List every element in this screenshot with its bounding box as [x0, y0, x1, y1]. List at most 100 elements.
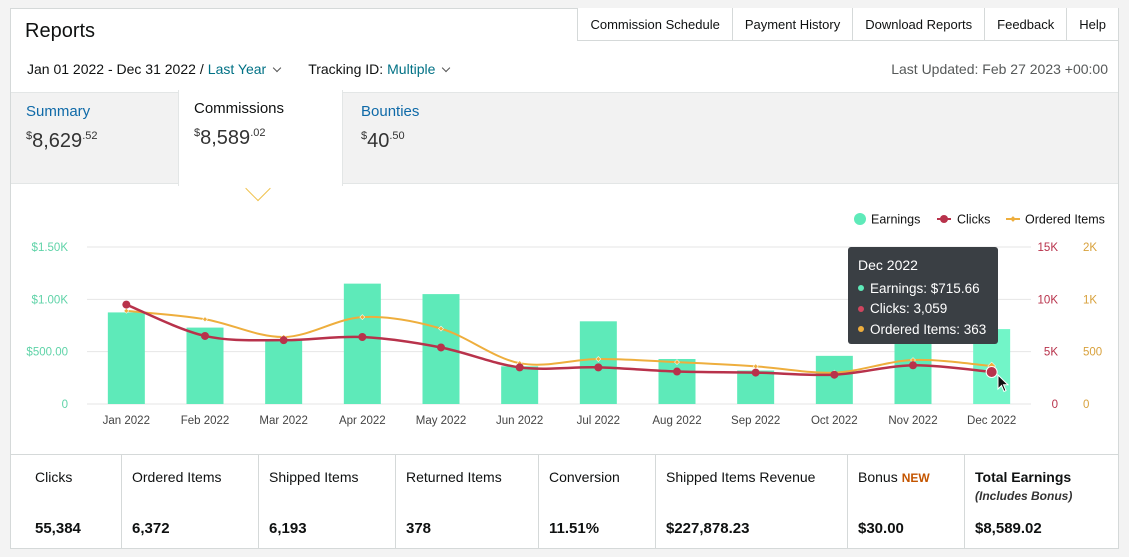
- tracking-id-dropdown[interactable]: Multiple: [387, 61, 436, 77]
- x-axis-tick: Nov 2022: [888, 415, 937, 427]
- left-axis-tick: $1.00K: [32, 294, 69, 306]
- chevron-down-icon[interactable]: [272, 63, 282, 72]
- tab-summary[interactable]: Summary $8,629.52: [11, 93, 178, 185]
- ordered-items-point: [359, 314, 366, 320]
- stat-shipped-revenue: Shipped Items Revenue $227,878.23: [656, 455, 848, 548]
- clicks-point: [122, 300, 131, 309]
- clicks-axis-tick: 0: [1052, 399, 1058, 411]
- ordered-items-legend-icon: [1010, 216, 1016, 222]
- stat-label: Shipped Items Revenue: [666, 469, 816, 485]
- earnings-bar: [579, 321, 617, 404]
- tracking-label: Tracking ID:: [308, 61, 384, 77]
- x-axis-tick: Apr 2022: [339, 415, 386, 427]
- clicks-point: [437, 343, 445, 352]
- earnings-bar: [343, 283, 381, 404]
- clicks-point: [673, 367, 681, 376]
- legend-clicks-label: Clicks: [957, 213, 990, 227]
- tooltip-row-ordered: Ordered Items: 363: [858, 319, 988, 340]
- stat-value: 378: [406, 520, 432, 537]
- tab-bounties[interactable]: Bounties $40.50: [346, 93, 506, 185]
- stat-label: Total Earnings: [975, 469, 1072, 485]
- earnings-bar: [658, 358, 696, 404]
- ordered-items-point: [674, 359, 680, 365]
- x-axis-tick: May 2022: [416, 415, 467, 427]
- tab-summary-amount: $8,629.52: [26, 130, 98, 152]
- x-axis-tick: Dec 2022: [967, 415, 1016, 427]
- tab-commissions[interactable]: Commissions $8,589.02: [178, 90, 343, 186]
- stat-value: 6,372: [132, 520, 170, 537]
- clicks-line: [125, 303, 992, 377]
- clicks-legend-icon: [940, 215, 948, 223]
- payment-history-button[interactable]: Payment History: [732, 8, 854, 41]
- x-axis-tick: Aug 2022: [652, 415, 701, 427]
- left-axis-tick: $500.00: [26, 347, 68, 359]
- earnings-bar: [894, 339, 932, 404]
- ordered-axis-tick: 0: [1083, 399, 1089, 411]
- earnings-dot-icon: [858, 285, 864, 292]
- stat-clicks: Clicks 55,384: [11, 455, 122, 548]
- clicks-point: [751, 368, 760, 377]
- clicks-axis-tick: 10K: [1038, 294, 1059, 306]
- stat-value: $8,589.02: [975, 520, 1042, 537]
- x-axis-tick: Jul 2022: [577, 415, 620, 427]
- legend-earnings-label: Earnings: [871, 213, 920, 227]
- stats-bar: Clicks 55,384 Ordered Items 6,372 Shippe…: [11, 454, 1118, 548]
- stat-value: 6,193: [269, 520, 307, 537]
- chevron-down-icon[interactable]: [442, 63, 451, 72]
- tab-commissions-label: Commissions: [194, 100, 285, 117]
- ordered-dot-icon: [858, 326, 864, 333]
- x-axis-tick: Sep 2022: [731, 415, 780, 427]
- commission-schedule-button[interactable]: Commission Schedule: [577, 8, 733, 41]
- x-axis-tick: Mar 2022: [259, 415, 308, 427]
- x-axis-tick: Jun 2022: [496, 415, 543, 427]
- clicks-point: [909, 361, 917, 370]
- ordered-axis-tick: 500: [1083, 347, 1102, 359]
- legend-ordered-items-label: Ordered Items: [1025, 213, 1105, 227]
- tooltip-row-earnings: Earnings: $715.66: [858, 278, 988, 299]
- stat-total-earnings: Total Earnings (Includes Bonus) $8,589.0…: [965, 455, 1118, 548]
- stat-label: Bonus NEW: [858, 469, 930, 485]
- clicks-point: [830, 370, 839, 379]
- tab-summary-label: Summary: [26, 103, 91, 120]
- summary-band: Summary $8,629.52 Commissions $8,589.02 …: [11, 90, 1118, 186]
- stat-label: Ordered Items: [132, 469, 222, 485]
- stat-conversion: Conversion 11.51%: [539, 455, 656, 548]
- stat-label: Clicks: [35, 469, 73, 485]
- ordered-items-point: [752, 363, 759, 370]
- feedback-button[interactable]: Feedback: [985, 8, 1068, 41]
- date-preset-dropdown[interactable]: Last Year: [207, 61, 267, 77]
- ordered-items-point: [595, 356, 602, 362]
- stat-value: $227,878.23: [666, 520, 750, 537]
- earnings-bar: [186, 327, 224, 404]
- stat-label: Returned Items: [406, 469, 502, 485]
- date-range: Jan 01 2022 - Dec 31 2022: [27, 61, 196, 77]
- stat-returned-items: Returned Items 378: [396, 455, 539, 548]
- tab-bounties-amount: $40.50: [361, 130, 405, 152]
- left-axis-tick: $1.50K: [32, 242, 69, 254]
- x-axis-tick: Jan 2022: [103, 415, 150, 427]
- ordered-items-point: [202, 316, 208, 323]
- tooltip-row-clicks: Clicks: 3,059: [858, 299, 988, 320]
- stat-value: $30.00: [858, 520, 904, 537]
- tab-commissions-amount: $8,589.02: [194, 127, 266, 149]
- stat-label: Shipped Items: [269, 469, 359, 485]
- earnings-bar: [107, 312, 145, 404]
- stat-bonus: Bonus NEW $30.00: [848, 455, 965, 548]
- stat-ordered-items: Ordered Items 6,372: [122, 455, 259, 548]
- x-axis-tick: Feb 2022: [181, 415, 230, 427]
- ordered-items-point: [438, 325, 444, 332]
- download-reports-button[interactable]: Download Reports: [853, 8, 986, 41]
- ordered-items-point: [123, 308, 130, 314]
- clicks-point: [515, 363, 524, 372]
- stat-shipped-items: Shipped Items 6,193: [259, 455, 396, 548]
- left-axis-tick: 0: [62, 399, 68, 411]
- tab-bounties-label: Bounties: [361, 103, 420, 120]
- clicks-point: [358, 333, 367, 342]
- ordered-axis-tick: 2K: [1083, 242, 1097, 254]
- x-axis-tick: Oct 2022: [811, 415, 858, 427]
- ordered-items-point: [910, 357, 916, 363]
- page-title: Reports: [25, 20, 96, 42]
- help-button[interactable]: Help: [1067, 8, 1119, 41]
- clicks-point: [201, 331, 209, 340]
- earnings-bar: [265, 340, 303, 404]
